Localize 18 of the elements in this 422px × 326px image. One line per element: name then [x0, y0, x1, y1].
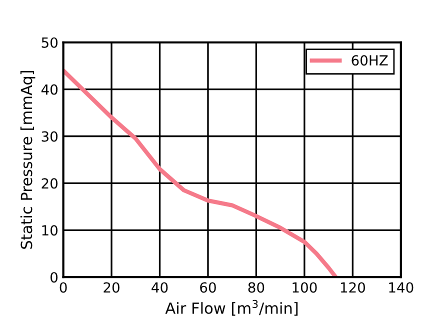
- x-tick-label: 80: [248, 282, 264, 293]
- y-tick-label: 20: [42, 178, 58, 189]
- x-axis-title: Air Flow [m$^{3}$/min]: [165, 300, 298, 316]
- y-tick-label: 30: [42, 131, 58, 142]
- y-tick-label: 10: [42, 225, 58, 236]
- line-series: [63, 68, 338, 278]
- x-tick-label: 60: [200, 282, 216, 293]
- legend-label: 60HZ: [352, 55, 388, 66]
- x-tick-label: 100: [292, 282, 317, 293]
- x-tick-label: 140: [389, 282, 414, 293]
- y-tick-label: 0: [50, 272, 58, 283]
- y-axis-title: Static Pressure [mmAq]: [20, 70, 36, 249]
- x-tick-label: 40: [152, 282, 168, 293]
- x-tick-label: 0: [60, 282, 67, 293]
- x-tick-label: 120: [340, 282, 366, 293]
- x-tick-label: 20: [104, 282, 120, 293]
- y-tick-label: 50: [42, 37, 58, 48]
- y-tick-label: 40: [41, 84, 58, 95]
